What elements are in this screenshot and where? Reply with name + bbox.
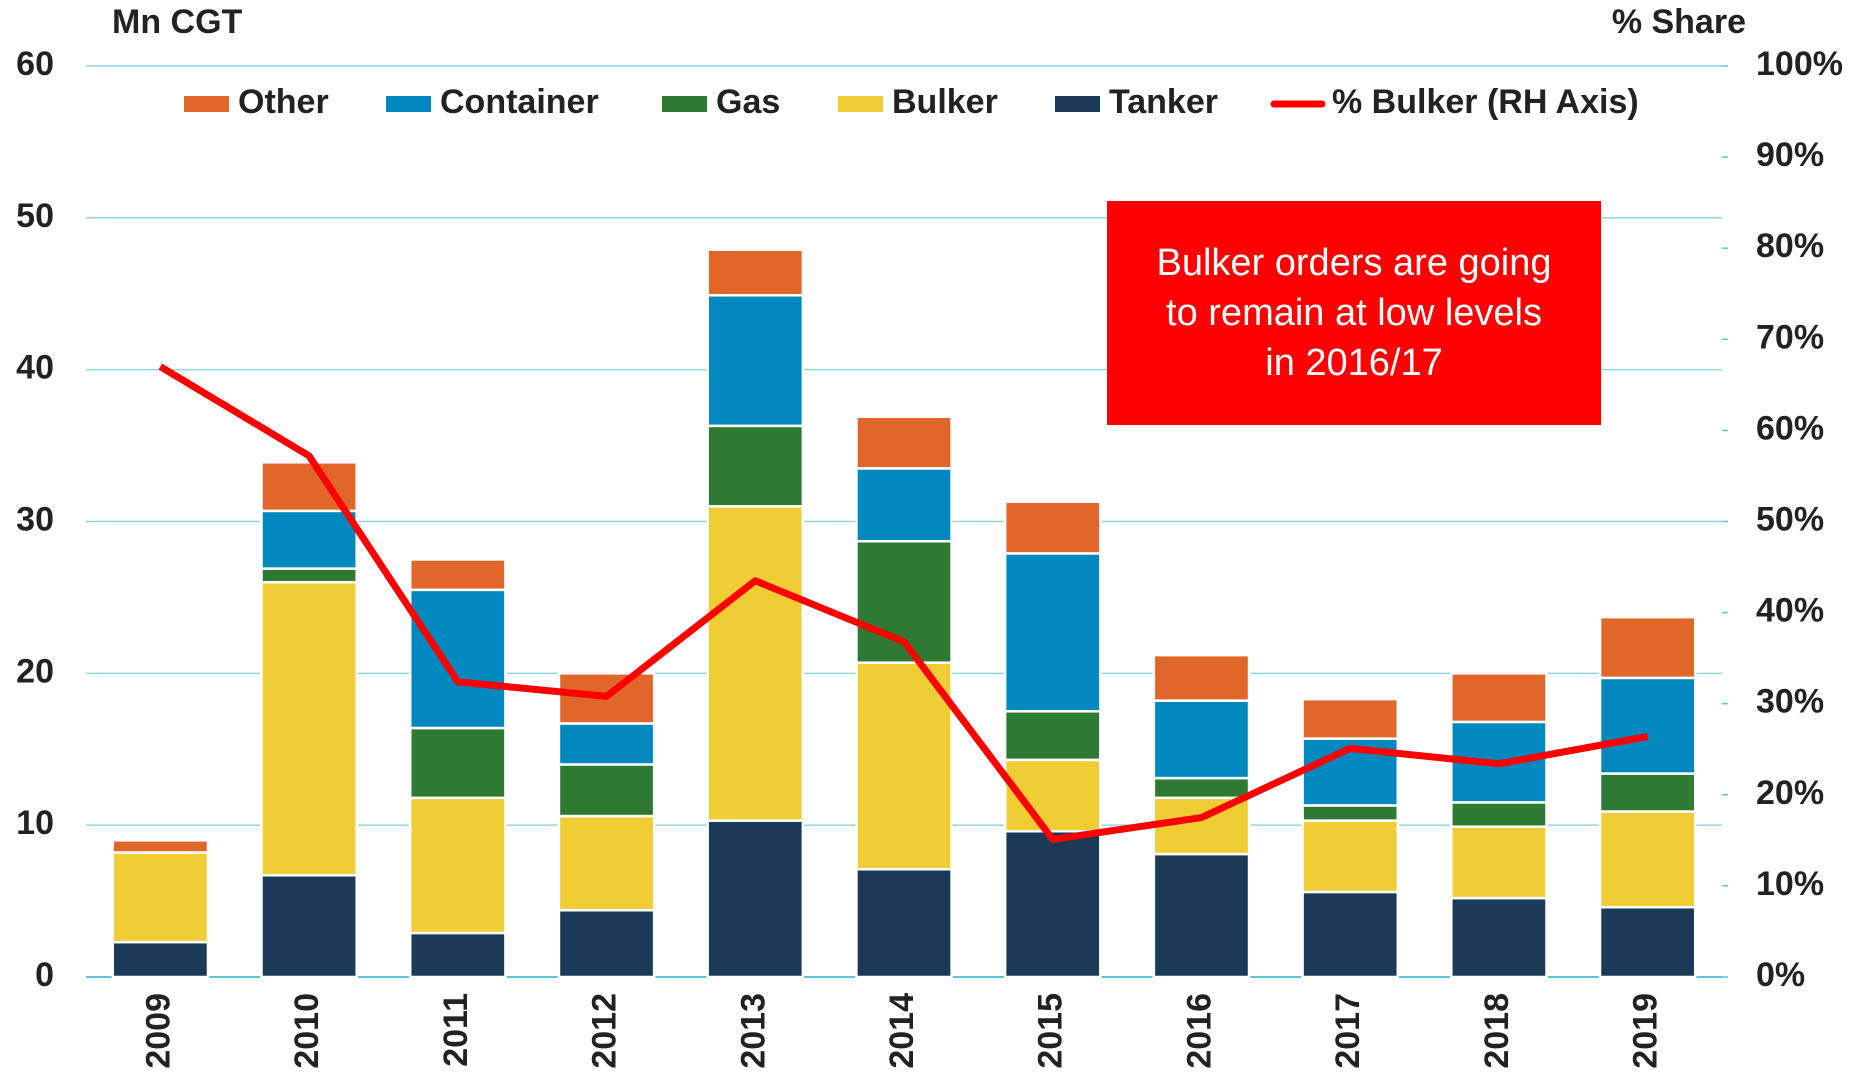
bar-segment bbox=[111, 839, 210, 854]
legend-label: Other bbox=[238, 83, 329, 121]
y-tick-label: 50 bbox=[16, 197, 54, 235]
bar-segment bbox=[1152, 653, 1251, 702]
bar-segment bbox=[557, 763, 656, 818]
y2-tick-label: 70% bbox=[1756, 318, 1824, 356]
y2-tick-label: 80% bbox=[1756, 227, 1824, 265]
y2-tick-label: 20% bbox=[1756, 774, 1824, 812]
bar-segment bbox=[111, 940, 210, 979]
y-tick-label: 20 bbox=[16, 652, 54, 690]
bar-segment bbox=[706, 294, 805, 428]
bar-segment bbox=[1301, 890, 1400, 979]
bar-segment bbox=[1598, 615, 1697, 680]
bar-segment bbox=[1450, 896, 1548, 979]
y2-axis-label: % Share bbox=[1612, 3, 1746, 41]
bar-segment bbox=[706, 248, 805, 297]
bar-segment bbox=[1003, 500, 1102, 555]
bar-segment bbox=[1152, 852, 1251, 979]
bar-segment bbox=[260, 509, 358, 570]
bar-segment bbox=[1450, 825, 1548, 900]
y2-tick-label: 60% bbox=[1756, 409, 1824, 447]
bar-segment bbox=[855, 415, 953, 470]
y2-tick-label: 0% bbox=[1756, 956, 1805, 994]
annotation-text: in 2016/17 bbox=[1265, 342, 1443, 384]
bar-segment bbox=[855, 467, 953, 543]
y2-tick-label: 10% bbox=[1756, 865, 1824, 903]
bar-segment bbox=[260, 580, 358, 877]
bar-segment bbox=[855, 661, 953, 871]
bar-segment bbox=[706, 505, 805, 822]
y2-tick-label: 90% bbox=[1756, 136, 1824, 174]
bar-segment bbox=[1003, 710, 1102, 762]
legend-label: % Bulker (RH Axis) bbox=[1332, 83, 1639, 121]
legend-swatch bbox=[1055, 96, 1100, 112]
bar-segment bbox=[1450, 672, 1548, 724]
legend-swatch bbox=[184, 96, 229, 112]
legend-swatch bbox=[838, 96, 883, 112]
bar-segment bbox=[260, 567, 358, 584]
x-tick-label: 2010 bbox=[288, 993, 326, 1069]
y-axis-label: Mn CGT bbox=[112, 3, 243, 41]
x-tick-label: 2019 bbox=[1627, 993, 1665, 1069]
bar-segment bbox=[1598, 676, 1697, 775]
bar-segment bbox=[1598, 772, 1697, 813]
y2-tick-label: 50% bbox=[1756, 500, 1824, 538]
annotation-text: to remain at low levels bbox=[1166, 292, 1542, 334]
bar-segment bbox=[1003, 829, 1102, 979]
x-tick-label: 2017 bbox=[1329, 993, 1367, 1069]
bar-segment bbox=[1450, 801, 1548, 828]
y2-tick-label: 40% bbox=[1756, 592, 1824, 630]
bar-segment bbox=[260, 874, 358, 979]
bar-segment bbox=[706, 819, 805, 979]
bar-segment bbox=[408, 796, 507, 935]
y-tick-label: 60 bbox=[16, 45, 54, 83]
bar-segment bbox=[1003, 552, 1102, 713]
x-tick-label: 2016 bbox=[1180, 993, 1218, 1069]
bar-segment bbox=[557, 722, 656, 766]
legend-swatch bbox=[386, 96, 431, 112]
line-series bbox=[158, 363, 1649, 843]
bar-segment bbox=[1301, 804, 1400, 822]
y2-tick-label: 100% bbox=[1756, 45, 1843, 83]
bar-segment bbox=[1301, 697, 1400, 740]
annotation-box bbox=[1107, 201, 1601, 425]
x-tick-label: 2013 bbox=[734, 993, 772, 1069]
annotation-text: Bulker orders are going bbox=[1157, 242, 1552, 284]
legend-label: Container bbox=[440, 83, 599, 121]
x-tick-label: 2015 bbox=[1032, 993, 1070, 1069]
y2-tick-label: 30% bbox=[1756, 683, 1824, 721]
bar-segment bbox=[557, 908, 656, 979]
legend-label: Bulker bbox=[892, 83, 998, 121]
legend-label: Gas bbox=[716, 83, 780, 121]
bar-segment bbox=[1598, 810, 1697, 909]
bar-segment bbox=[408, 558, 507, 592]
x-tick-label: 2012 bbox=[586, 993, 624, 1069]
y-tick-label: 10 bbox=[16, 804, 54, 842]
y-tick-label: 0 bbox=[35, 956, 54, 994]
x-tick-label: 2011 bbox=[437, 993, 475, 1067]
x-tick-label: 2014 bbox=[883, 993, 921, 1069]
legend-label: Tanker bbox=[1109, 83, 1218, 121]
y-tick-label: 40 bbox=[16, 349, 54, 387]
bar-segment bbox=[111, 851, 210, 944]
bar-segment bbox=[408, 588, 507, 730]
bar-segment bbox=[408, 931, 507, 979]
x-tick-label: 2018 bbox=[1478, 993, 1516, 1069]
legend-swatch bbox=[662, 96, 707, 112]
bar-segment bbox=[1152, 776, 1251, 800]
bar-segment bbox=[855, 867, 953, 979]
bar-segment bbox=[1152, 699, 1251, 780]
bar-segment bbox=[1301, 819, 1400, 894]
x-tick-label: 2009 bbox=[139, 993, 177, 1069]
bar-segment bbox=[557, 814, 656, 912]
bar-segment bbox=[706, 424, 805, 508]
bar-segment bbox=[408, 726, 507, 800]
y-tick-label: 30 bbox=[16, 500, 54, 538]
bar-segment bbox=[1598, 905, 1697, 979]
